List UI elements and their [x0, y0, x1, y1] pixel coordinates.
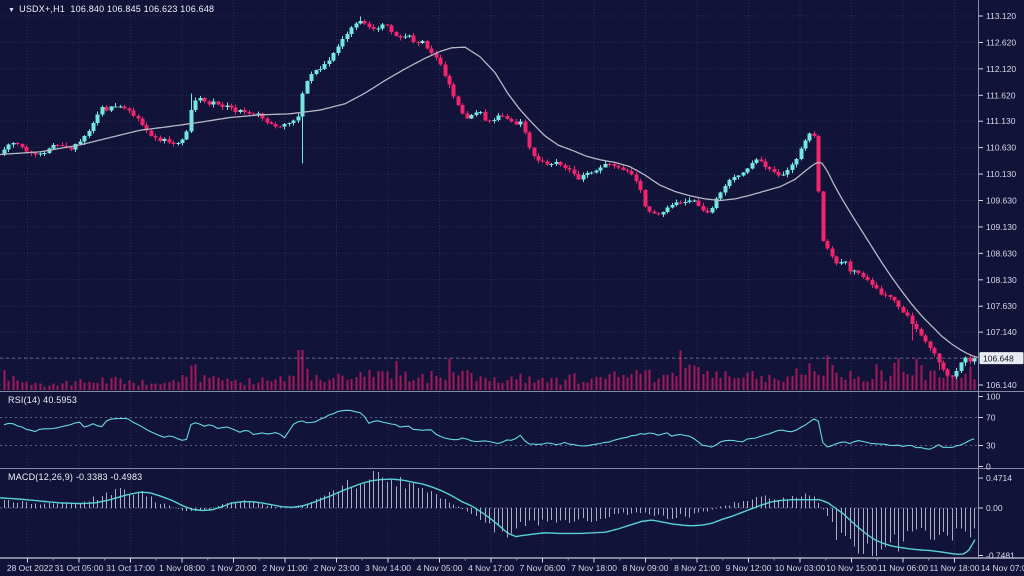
price-axis-label: 107.630 [986, 301, 1017, 311]
symbol-ohlc-text: USDX+,H1 106.840 106.845 106.623 106.648 [19, 4, 215, 14]
rsi-panel [3, 409, 975, 450]
price-axis-label: 110.630 [986, 143, 1016, 153]
macd-axis-label: -0.7481 [986, 550, 1015, 560]
time-axis-label: 9 Nov 12:00 [726, 563, 772, 573]
time-axis-label: 11 Nov 18:00 [930, 563, 980, 573]
price-axis: 113.120 112.620 112.120 111.620 111.130 110.6… [978, 11, 1024, 390]
macd-signal-line [0, 478, 976, 555]
time-axis-label: 2 Nov 11:00 [262, 563, 307, 573]
symbol-ohlc-title: ▼ USDX+,H1 106.840 106.845 106.623 106.64… [8, 4, 214, 14]
moving-average-line [0, 46, 978, 359]
current-price-tag: 106.648 [979, 352, 1024, 365]
time-axis-label: 11 Nov 06:00 [878, 563, 928, 573]
macd-histogram [4, 471, 975, 556]
current-price-tag-text: 106.648 [983, 354, 1014, 364]
time-axis-label: 8 Nov 21:00 [674, 563, 720, 573]
price-axis-label: 109.630 [986, 196, 1017, 206]
macd-panel [0, 471, 976, 556]
time-axis-label: 10 Nov 15:00 [826, 563, 877, 573]
macd-axis-label: 0.00 [986, 503, 1003, 513]
time-axis-label: 1 Nov 08:00 [159, 563, 205, 573]
rsi-axis-label: 100 [986, 392, 1000, 402]
time-axis-label: 3 Nov 14:00 [365, 563, 411, 573]
macd-axis: 0.4714 0.00 -0.7481 [978, 473, 1015, 560]
macd-indicator-label: MACD(12,26,9) -0.3383 -0.4983 [8, 472, 143, 482]
price-axis-label: 108.630 [986, 248, 1017, 258]
price-axis-label: 108.130 [986, 275, 1017, 285]
volume-layer [3, 349, 976, 390]
time-axis-label: 14 Nov 07:00 [981, 563, 1024, 573]
time-axis-label: 28 Oct 2022 [7, 563, 54, 573]
time-axis-label: 4 Nov 05:00 [417, 563, 463, 573]
symbol-dropdown-icon[interactable]: ▼ [8, 7, 16, 14]
time-axis-label: 31 Oct 05:00 [55, 563, 104, 573]
candles-layer [2, 16, 977, 380]
time-axis-label: 8 Nov 09:00 [623, 563, 669, 573]
time-axis-label: 1 Nov 20:00 [211, 563, 257, 573]
rsi-axis-label: 30 [986, 441, 996, 451]
panel-separators [0, 0, 1024, 559]
time-axis-label: 7 Nov 06:00 [520, 563, 566, 573]
time-axis-label: 31 Oct 17:00 [106, 563, 155, 573]
time-axis-label: 7 Nov 18:00 [571, 563, 617, 573]
price-axis-label: 107.140 [986, 327, 1017, 337]
price-axis-label: 111.620 [986, 90, 1016, 100]
price-axis-label: 111.130 [986, 116, 1016, 126]
price-panel [0, 16, 978, 390]
rsi-axis-label: 0 [986, 462, 991, 472]
rsi-line [3, 409, 975, 450]
macd-axis-label: 0.4714 [986, 473, 1012, 483]
price-axis-label: 109.130 [986, 222, 1017, 232]
time-axis: 28 Oct 2022 31 Oct 05:00 31 Oct 17:00 1 Nov… [7, 558, 1024, 573]
time-axis-label: 10 Nov 03:00 [775, 563, 826, 573]
rsi-indicator-label: RSI(14) 40.5953 [8, 395, 78, 405]
rsi-axis: 100 70 30 0 [978, 392, 1000, 472]
price-axis-label: 106.140 [986, 380, 1017, 390]
price-axis-label: 112.620 [986, 37, 1016, 47]
rsi-axis-label: 70 [986, 413, 996, 423]
time-axis-label: 2 Nov 23:00 [314, 563, 360, 573]
price-axis-label: 113.120 [986, 11, 1016, 21]
price-axis-label: 112.120 [986, 64, 1016, 74]
price-axis-label: 110.130 [986, 169, 1016, 179]
time-axis-label: 4 Nov 17:00 [468, 563, 514, 573]
